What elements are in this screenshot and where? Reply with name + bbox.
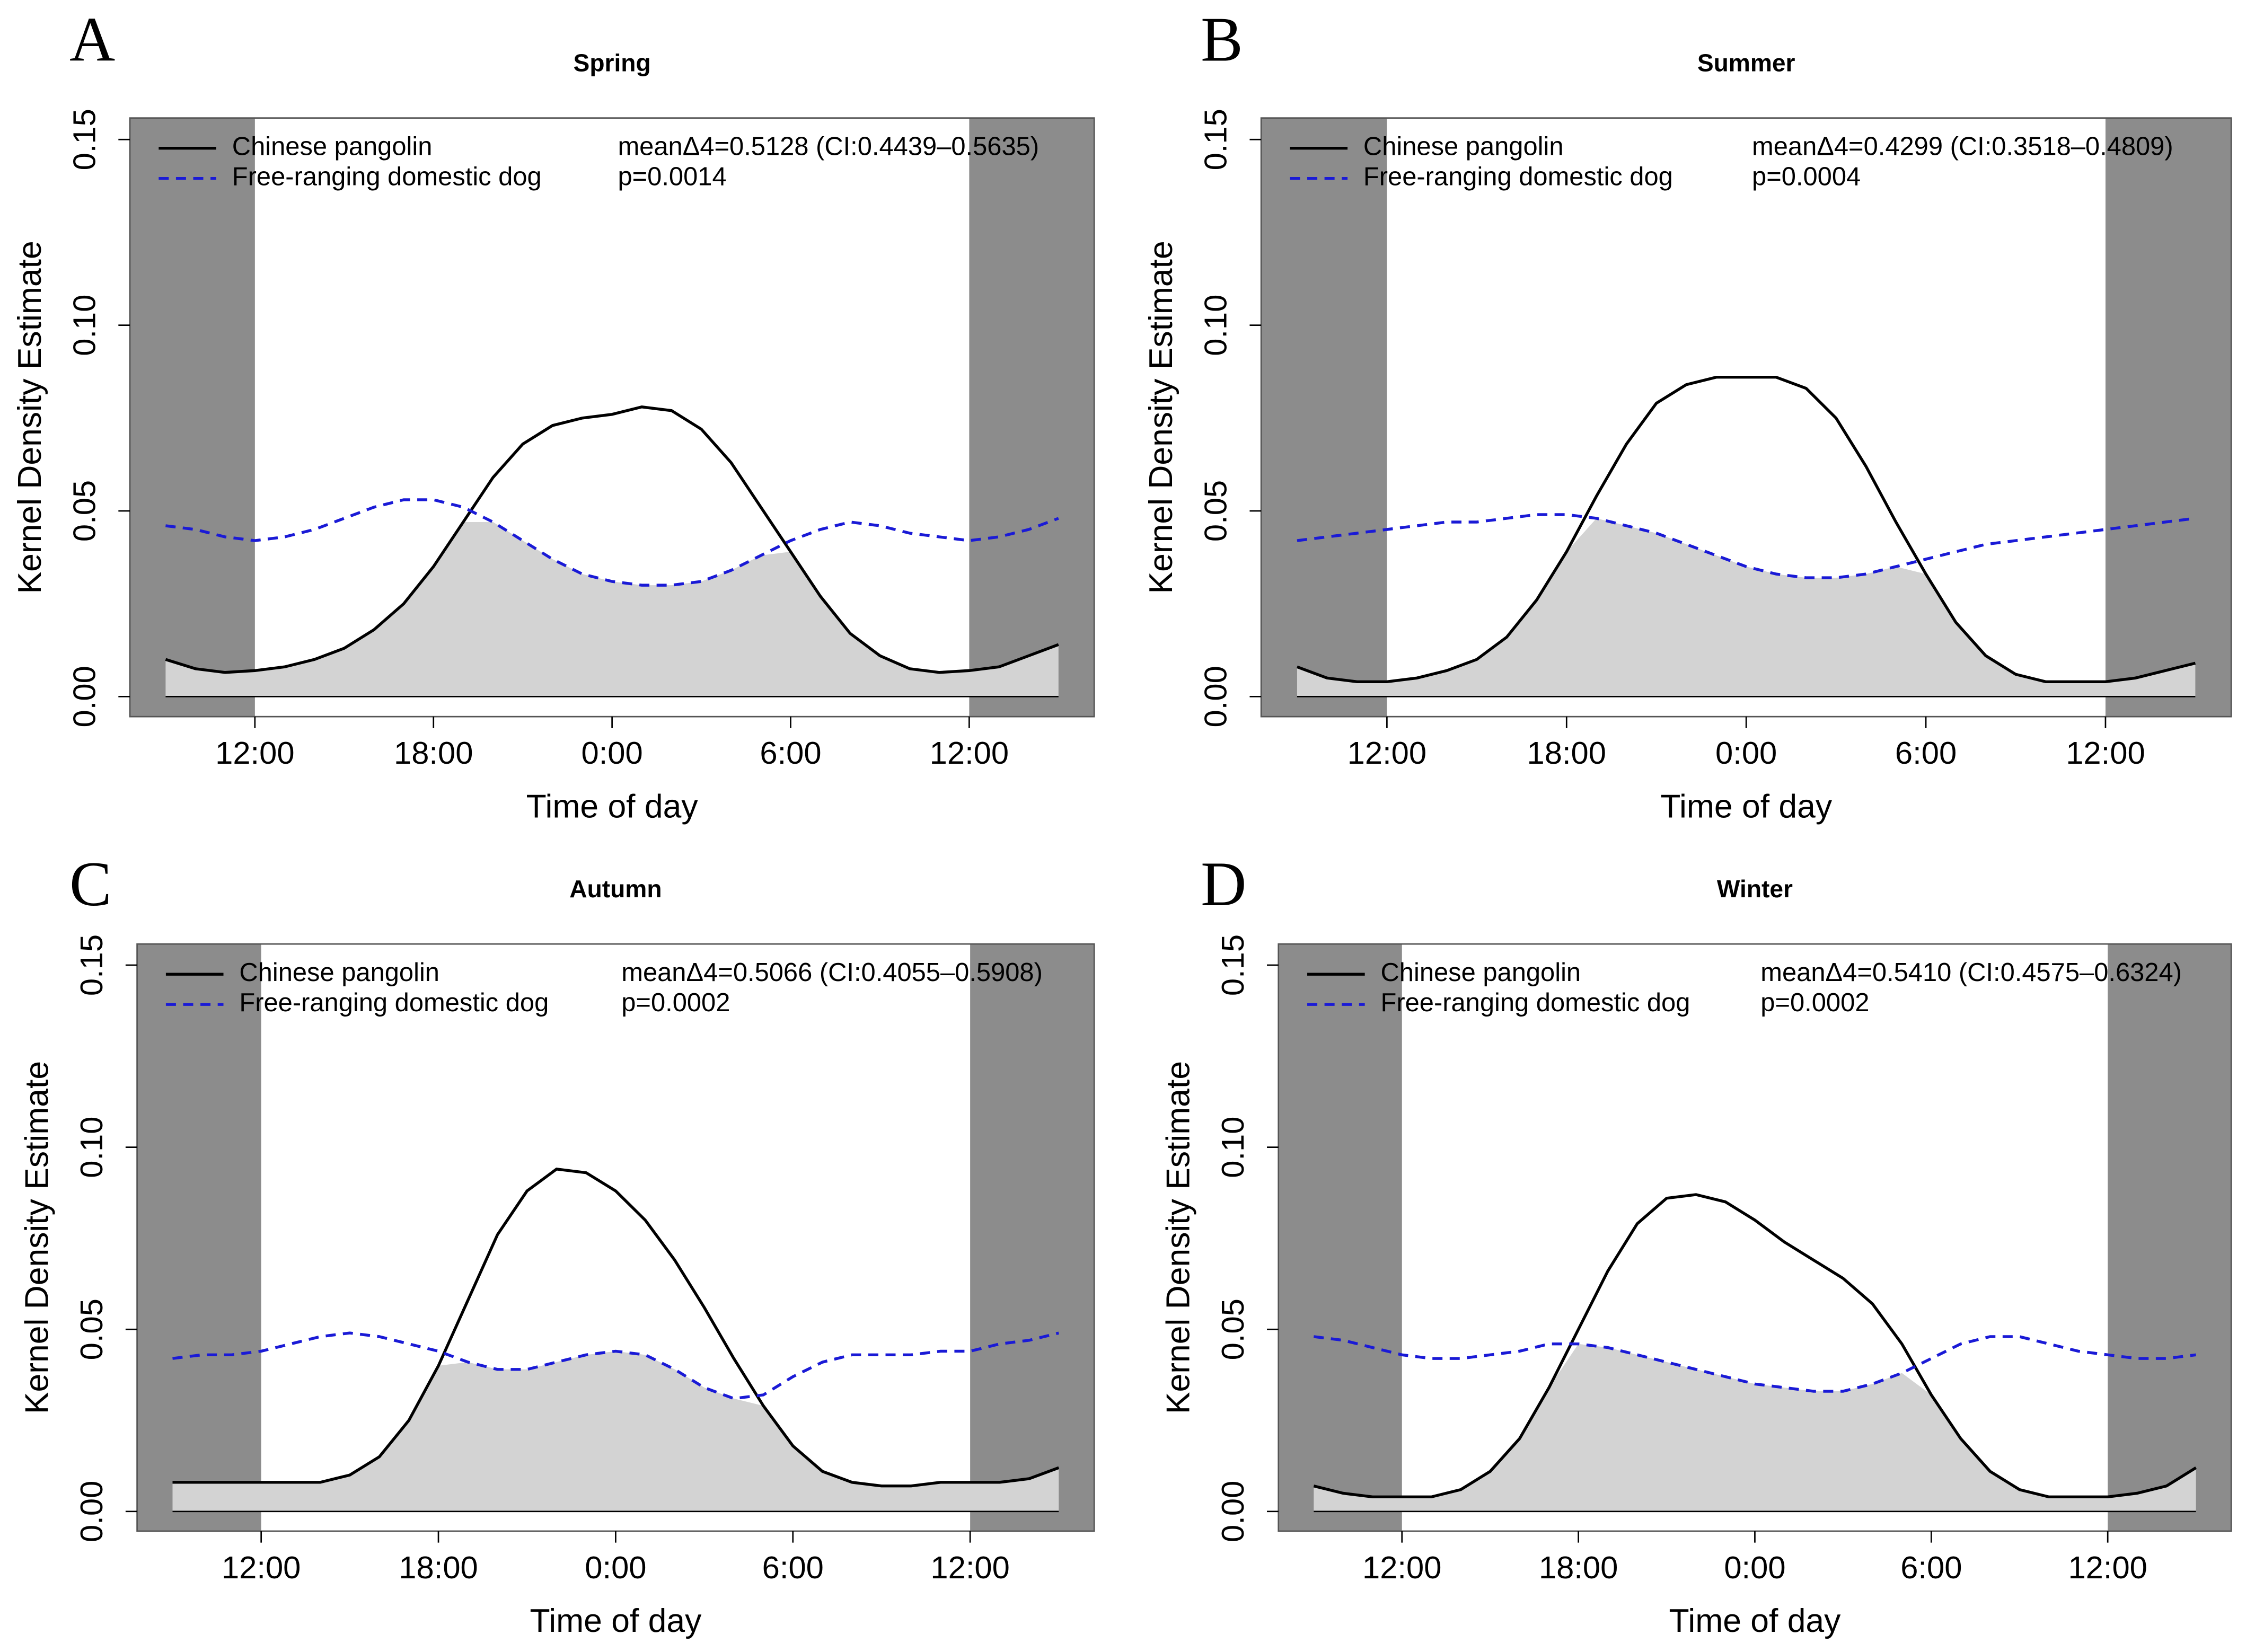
y-tick-label: 0.00 [66, 666, 102, 727]
panel-title: Summer [1697, 49, 1795, 76]
x-tick-label: 12:00 [930, 1550, 1009, 1585]
night-shading [2105, 118, 2232, 717]
x-tick-label: 6:00 [1895, 735, 1957, 771]
density-line [172, 1331, 1059, 1400]
y-axis-label: Kernel Density Estimate [1142, 241, 1179, 594]
y-tick-label: 0.10 [1215, 1116, 1250, 1178]
x-tick-label: 6:00 [762, 1550, 824, 1585]
density-line [172, 1168, 1060, 1488]
x-tick-label: 18:00 [399, 1550, 478, 1585]
annotation: meanΔ4=0.5128 (CI:0.4439–0.5635) [618, 132, 1039, 161]
x-tick-label: 0:00 [1724, 1550, 1785, 1585]
y-tick-label: 0.15 [66, 109, 102, 170]
y-tick-label: 0.05 [74, 1298, 109, 1360]
y-tick-label: 0.15 [1215, 934, 1250, 996]
y-axis-label: Kernel Density Estimate [1160, 1061, 1197, 1414]
legend-label: Free-ranging domestic dog [232, 163, 542, 191]
annotation: p=0.0004 [1752, 163, 1861, 191]
night-shading [970, 944, 1095, 1531]
density-line [1296, 376, 2196, 683]
x-tick-label: 12:00 [2068, 1550, 2147, 1585]
panel-title: Spring [574, 49, 651, 76]
density-line [165, 498, 1059, 587]
night-shading [2108, 944, 2232, 1531]
annotation: meanΔ4=0.4299 (CI:0.3518–0.4809) [1752, 132, 2173, 161]
night-shading [969, 118, 1095, 717]
overlap-area [1297, 518, 2196, 697]
y-tick-label: 0.00 [74, 1481, 109, 1542]
y-tick-label: 0.05 [1197, 480, 1233, 542]
x-tick-label: 12:00 [222, 1550, 301, 1585]
annotation: meanΔ4=0.5066 (CI:0.4055–0.5908) [621, 958, 1043, 987]
legend-label: Free-ranging domestic dog [239, 988, 549, 1017]
x-tick-label: 12:00 [1362, 1550, 1441, 1585]
x-axis-label: Time of day [1660, 788, 1833, 825]
x-tick-label: 12:00 [930, 735, 1009, 771]
legend-label: Free-ranging domestic dog [1363, 163, 1673, 191]
x-tick-label: 0:00 [585, 1550, 646, 1585]
legend-label: Chinese pangolin [1363, 132, 1564, 161]
annotation: meanΔ4=0.5410 (CI:0.4575–0.6324) [1760, 958, 2182, 987]
y-tick-label: 0.15 [1197, 109, 1233, 170]
y-tick-label: 0.10 [74, 1116, 109, 1178]
overlap-area [165, 522, 1059, 697]
x-tick-label: 18:00 [1527, 735, 1606, 771]
x-tick-label: 18:00 [394, 735, 473, 771]
panel-letter: D [1201, 849, 1246, 919]
y-axis-label: Kernel Density Estimate [18, 1061, 55, 1414]
panel-letter: A [69, 4, 115, 74]
panel-title: Winter [1717, 875, 1793, 903]
x-tick-label: 12:00 [2066, 735, 2145, 771]
x-tick-label: 18:00 [1539, 1550, 1618, 1585]
night-shading [1261, 118, 1387, 717]
legend-label: Chinese pangolin [1381, 958, 1581, 987]
overlap-area [172, 1351, 1059, 1512]
annotation: p=0.0014 [618, 163, 726, 191]
legend-label: Chinese pangolin [239, 958, 439, 987]
legend-label: Free-ranging domestic dog [1381, 988, 1690, 1017]
x-axis-label: Time of day [526, 788, 699, 825]
x-axis-label: Time of day [1669, 1602, 1842, 1639]
y-axis-label: Kernel Density Estimate [11, 241, 48, 594]
x-tick-label: 6:00 [760, 735, 821, 771]
y-tick-label: 0.10 [1197, 295, 1233, 356]
x-tick-label: 0:00 [1715, 735, 1777, 771]
y-tick-label: 0.05 [1215, 1298, 1250, 1360]
y-tick-label: 0.05 [66, 480, 102, 542]
x-tick-label: 6:00 [1900, 1550, 1962, 1585]
y-tick-label: 0.10 [66, 295, 102, 356]
density-line [1297, 513, 2196, 579]
annotation: p=0.0002 [1760, 988, 1869, 1017]
night-shading [1278, 944, 1402, 1531]
night-shading [137, 944, 261, 1531]
y-tick-label: 0.00 [1197, 666, 1233, 727]
y-tick-label: 0.15 [74, 934, 109, 996]
overlap-area [1314, 1344, 2196, 1512]
panel-title: Autumn [569, 875, 662, 903]
panel-letter: C [69, 849, 112, 919]
y-tick-label: 0.00 [1215, 1481, 1250, 1542]
panel-letter: B [1201, 4, 1243, 74]
night-shading [130, 118, 255, 717]
legend-label: Chinese pangolin [232, 132, 433, 161]
x-tick-label: 0:00 [582, 735, 643, 771]
x-tick-label: 12:00 [1347, 735, 1426, 771]
density-line [1313, 1335, 2196, 1393]
density-line [165, 405, 1059, 674]
density-line [1313, 1193, 2197, 1499]
x-tick-label: 12:00 [215, 735, 294, 771]
annotation: p=0.0002 [621, 988, 730, 1017]
x-axis-label: Time of day [530, 1602, 702, 1639]
